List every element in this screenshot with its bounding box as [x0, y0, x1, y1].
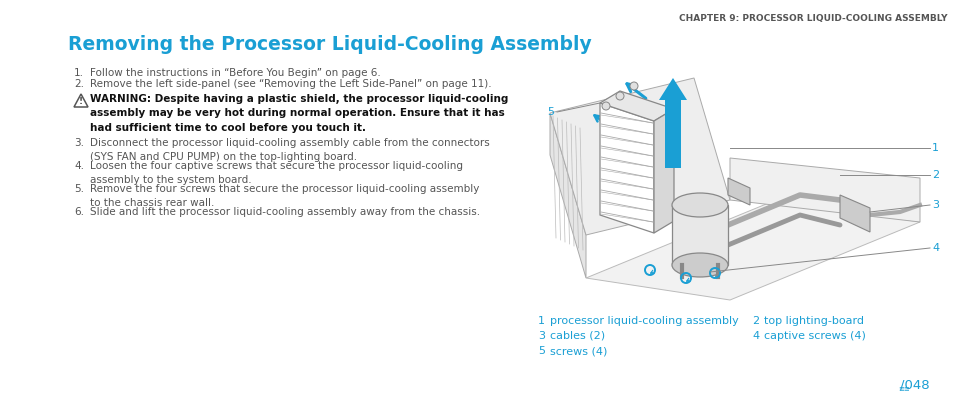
Circle shape	[629, 82, 638, 90]
Text: 2: 2	[931, 170, 938, 180]
Text: 2.: 2.	[74, 79, 84, 89]
Circle shape	[616, 92, 623, 100]
Text: 5: 5	[537, 346, 544, 356]
Text: top lighting-board: top lighting-board	[763, 316, 863, 326]
Text: 3: 3	[537, 331, 544, 341]
Text: 1.: 1.	[74, 68, 84, 78]
Polygon shape	[550, 113, 585, 278]
Text: ≡≡: ≡≡	[898, 386, 909, 392]
Text: processor liquid-cooling assembly: processor liquid-cooling assembly	[550, 316, 738, 326]
Polygon shape	[550, 78, 729, 235]
Text: CHAPTER 9: PROCESSOR LIQUID-COOLING ASSEMBLY: CHAPTER 9: PROCESSOR LIQUID-COOLING ASSE…	[679, 14, 947, 23]
Text: Follow the instructions in “Before You Begin” on page 6.: Follow the instructions in “Before You B…	[90, 68, 380, 78]
Circle shape	[601, 102, 609, 110]
Text: 5: 5	[546, 107, 554, 117]
Text: 2: 2	[751, 316, 759, 326]
Polygon shape	[599, 91, 673, 121]
Text: /048: /048	[900, 379, 929, 392]
Polygon shape	[727, 178, 749, 205]
Text: 4: 4	[751, 331, 759, 341]
Text: Loosen the four captive screws that secure the processor liquid-cooling
assembly: Loosen the four captive screws that secu…	[90, 161, 462, 185]
Ellipse shape	[671, 253, 727, 277]
Text: Remove the left side-panel (see “Removing the Left Side-Panel” on page 11).: Remove the left side-panel (see “Removin…	[90, 79, 491, 89]
Polygon shape	[654, 109, 673, 233]
Text: 1: 1	[537, 316, 544, 326]
Polygon shape	[671, 205, 727, 265]
Text: cables (2): cables (2)	[550, 331, 604, 341]
Text: 4: 4	[931, 243, 938, 253]
Text: 4.: 4.	[74, 161, 84, 171]
Text: Disconnect the processor liquid-cooling assembly cable from the connectors
(SYS : Disconnect the processor liquid-cooling …	[90, 138, 489, 162]
Text: 3: 3	[931, 200, 938, 210]
Text: 5.: 5.	[74, 184, 84, 194]
Polygon shape	[599, 103, 654, 233]
Polygon shape	[585, 200, 919, 300]
Text: WARNING: Despite having a plastic shield, the processor liquid-cooling
assembly : WARNING: Despite having a plastic shield…	[90, 94, 508, 133]
Text: captive screws (4): captive screws (4)	[763, 331, 865, 341]
Text: Removing the Processor Liquid-Cooling Assembly: Removing the Processor Liquid-Cooling As…	[68, 35, 591, 54]
Text: 1: 1	[931, 143, 938, 153]
Text: 6.: 6.	[74, 207, 84, 217]
Polygon shape	[729, 158, 919, 222]
Text: Remove the four screws that secure the processor liquid-cooling assembly
to the : Remove the four screws that secure the p…	[90, 184, 478, 208]
Text: 3.: 3.	[74, 138, 84, 148]
Ellipse shape	[671, 193, 727, 217]
Text: !: !	[79, 97, 83, 106]
Text: Slide and lift the processor liquid-cooling assembly away from the chassis.: Slide and lift the processor liquid-cool…	[90, 207, 479, 217]
Polygon shape	[659, 78, 686, 168]
Polygon shape	[840, 195, 869, 232]
Text: screws (4): screws (4)	[550, 346, 607, 356]
